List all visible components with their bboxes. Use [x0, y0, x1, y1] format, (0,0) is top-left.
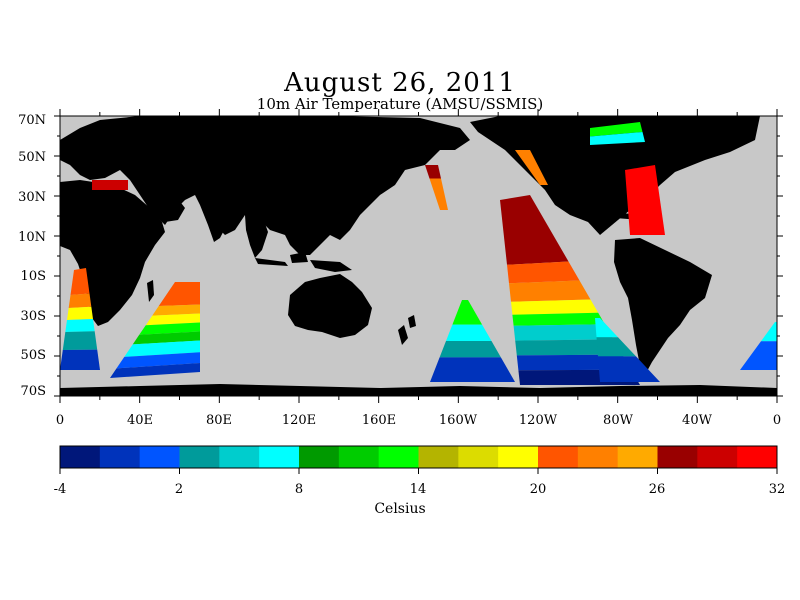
swath-band — [70, 268, 90, 295]
colorbar-swatch — [577, 446, 619, 468]
swath-band — [152, 304, 200, 316]
colorbar-label-1: -4 — [53, 482, 67, 497]
swath-band — [124, 340, 200, 357]
swath-band — [67, 306, 93, 320]
swath-band — [62, 331, 98, 350]
swath-band — [65, 319, 95, 332]
swath-band — [596, 337, 636, 357]
lon-label-40e: 40E — [126, 413, 154, 428]
swath-band — [500, 195, 569, 265]
colorbar-swatch — [338, 446, 380, 468]
colorbar-swatch — [418, 446, 459, 468]
swath-band — [598, 356, 660, 382]
swath-band — [430, 357, 515, 382]
swath-band — [158, 282, 200, 306]
lon-label-160w: 160W — [438, 413, 478, 428]
lon-label-120e: 120E — [281, 413, 317, 428]
swath-band — [132, 331, 200, 345]
lon-label-40w: 40W — [682, 413, 712, 428]
colorbar-swatch — [657, 446, 698, 468]
swath-band — [116, 352, 200, 369]
swath-band — [68, 293, 92, 308]
colorbar-swatch — [179, 446, 220, 468]
lat-label-50n: 50N — [18, 150, 46, 165]
swath-band — [515, 339, 623, 356]
colorbar-label-3: 8 — [294, 482, 304, 497]
colorbar-swatch — [259, 446, 300, 468]
colorbar-swatch — [139, 446, 180, 468]
map-title: August 26, 2011 — [284, 68, 516, 98]
lon-label-80w: 80W — [603, 413, 633, 428]
colorbar-label-2: 2 — [174, 482, 184, 497]
swath-band — [740, 341, 777, 370]
colorbar — [60, 446, 778, 468]
lat-label-30n: 30N — [18, 190, 46, 205]
colorbar-swatch — [219, 446, 260, 468]
swath-band — [446, 324, 492, 341]
satellite-swaths — [60, 122, 777, 385]
colorbar-swatch — [617, 446, 658, 468]
swath-band — [60, 349, 100, 370]
swath-band — [145, 313, 200, 326]
colorbar-swatch — [458, 446, 499, 468]
lon-label-0: 0 — [55, 413, 65, 428]
colorbar-swatch — [60, 446, 101, 468]
swath-band — [439, 341, 501, 358]
colorbar-swatch — [378, 446, 419, 468]
swath-band — [515, 150, 548, 185]
colorbar-swatch — [99, 446, 141, 468]
lat-label-10n: 10N — [18, 230, 46, 245]
colorbar-swatch — [498, 446, 539, 468]
lat-label-10s: 10S — [20, 269, 46, 284]
lon-label-80e: 80E — [205, 413, 233, 428]
lat-label-70s: 70S — [20, 384, 46, 399]
colorbar-swatch — [538, 446, 579, 468]
swath-band — [625, 165, 665, 235]
colorbar-swatch — [299, 446, 340, 468]
swath-band — [429, 178, 448, 210]
map-subtitle: 10m Air Temperature (AMSU/SSMIS) — [256, 95, 544, 113]
swath-band — [92, 180, 128, 190]
colorbar-label-4: 14 — [409, 482, 427, 497]
swath-band — [511, 299, 599, 315]
swath-band — [425, 165, 441, 179]
lat-label-30s: 30S — [20, 309, 46, 324]
lat-label-70n: 70N — [18, 113, 46, 128]
colorbar-label-6: 26 — [648, 482, 666, 497]
swath-band — [590, 122, 643, 137]
swath-band — [139, 322, 200, 335]
swath-band — [509, 280, 591, 302]
axis-ticks — [54, 109, 783, 403]
swath-band — [595, 318, 618, 338]
colorbar-swatch — [737, 446, 778, 468]
colorbar-label-7: 32 — [768, 482, 786, 497]
swath-band — [512, 312, 605, 326]
swath-band — [507, 261, 580, 284]
lat-label-50s: 50S — [20, 348, 46, 363]
lon-label-0-east: 0 — [772, 413, 782, 428]
swath-band — [590, 132, 645, 145]
colorbar-label-5: 20 — [529, 482, 547, 497]
lon-label-120w: 120W — [518, 413, 558, 428]
colorbar-ticks — [59, 468, 778, 474]
swath-band — [761, 322, 777, 342]
swath-band — [513, 324, 614, 341]
lon-label-160e: 160E — [361, 413, 397, 428]
colorbar-unit: Celsius — [374, 501, 426, 517]
swath-band — [452, 300, 483, 325]
colorbar-swatch — [697, 446, 738, 468]
swath-band — [110, 363, 200, 378]
